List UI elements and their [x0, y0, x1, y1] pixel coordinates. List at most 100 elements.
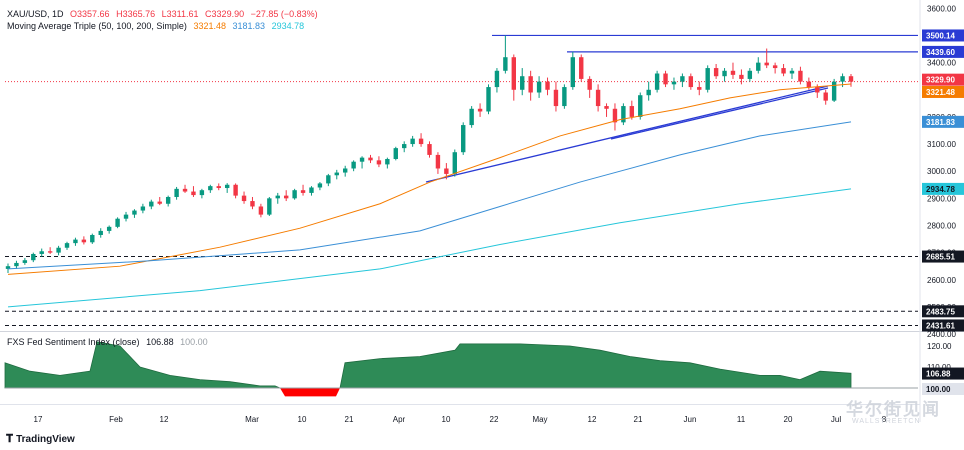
candle-body: [461, 125, 466, 153]
time-axis-label: 10: [442, 415, 451, 424]
badge-2483-text: 2483.75: [926, 307, 955, 316]
time-axis-label: May: [532, 415, 547, 424]
candle: [663, 70, 668, 88]
candle-body: [267, 198, 272, 215]
candle-body: [511, 57, 516, 90]
candle-body: [165, 196, 171, 204]
candle-body: [376, 160, 382, 165]
tradingview-logo[interactable]: 𝐓 TradingView: [6, 433, 75, 446]
candle: [756, 57, 761, 74]
candle: [233, 183, 238, 199]
sentiment-tick-label: 120.00: [927, 342, 952, 351]
candle-body: [680, 76, 685, 82]
candle: [283, 190, 289, 202]
tradingview-label: TradingView: [16, 434, 75, 445]
candle-body: [216, 186, 221, 189]
candle: [494, 68, 500, 93]
candle-body: [258, 206, 264, 215]
candle-body: [157, 201, 162, 204]
candle-body: [334, 172, 339, 176]
candle: [140, 203, 146, 214]
candle: [781, 63, 786, 77]
candle-body: [359, 157, 365, 162]
badge-2431-bg: [922, 319, 964, 332]
candle-body: [22, 260, 28, 263]
candle-body: [5, 266, 11, 269]
watermark-sub: WALLSTREETCN: [852, 418, 921, 425]
candle: [739, 69, 744, 85]
badge-sentiment-ref-bg: [922, 383, 964, 395]
candle-body: [545, 81, 550, 90]
candle-body: [140, 206, 146, 211]
badge-3439: 3439.60: [922, 45, 964, 58]
candle: [14, 260, 19, 269]
candle: [410, 135, 415, 147]
candle-body: [806, 81, 812, 88]
candle-body: [671, 81, 677, 85]
candle: [258, 203, 264, 218]
time-axis-label: 11: [737, 415, 746, 424]
candle-body: [503, 57, 508, 71]
candle-body: [81, 239, 87, 243]
price-tick-label: 2800.00: [927, 221, 956, 230]
candle-body: [283, 195, 289, 199]
badge-3500: 3500.14: [922, 29, 964, 42]
candle-body: [452, 152, 457, 174]
candle-body: [410, 138, 415, 145]
badge-3500-bg: [922, 29, 964, 42]
candle: [199, 188, 205, 199]
candle-body: [747, 70, 753, 79]
ohlc-close: C3329.90: [205, 9, 245, 19]
candle-body: [654, 73, 660, 90]
candle: [621, 103, 626, 126]
candle: [393, 146, 398, 161]
badge-ma50-text: 3321.48: [926, 88, 955, 97]
candle-body: [326, 175, 331, 184]
time-axis-label: 12: [588, 415, 597, 424]
candle: [81, 236, 87, 245]
candle-body: [815, 87, 820, 93]
sentiment-tick-label: 110.00: [927, 363, 951, 372]
candle-body: [722, 70, 727, 77]
candle-body: [444, 168, 449, 174]
time-axis-label: 22: [490, 415, 499, 424]
candle-body: [64, 243, 70, 248]
candle: [98, 228, 103, 238]
candle: [570, 51, 576, 90]
sentiment-area: [4, 341, 852, 389]
candle-body: [73, 239, 78, 244]
time-axis-label: 20: [784, 415, 793, 424]
candle: [503, 35, 508, 74]
ma-legend-title: Moving Average Triple (50, 100, 200, Sim…: [7, 21, 187, 31]
candle-body: [98, 230, 103, 235]
time-axis-label: Jul: [831, 415, 841, 424]
badge-2685: 2685.51: [922, 250, 964, 263]
candle: [149, 199, 154, 210]
candle: [823, 89, 828, 105]
candle-body: [275, 195, 280, 199]
candle: [705, 65, 710, 93]
candle-body: [520, 76, 525, 90]
tradingview-icon: 𝐓: [6, 433, 14, 445]
candle-body: [115, 218, 120, 227]
badge-last-price-text: 3329.90: [926, 76, 955, 85]
candle: [638, 92, 643, 120]
candle-body: [756, 62, 761, 71]
candle: [359, 156, 365, 169]
ohlc-high: H3365.76: [116, 9, 156, 19]
candle: [680, 73, 685, 88]
ohlc-change: −27.85 (−0.83%): [250, 9, 318, 19]
candle: [604, 103, 609, 117]
badge-2431: 2431.61: [922, 319, 964, 332]
sentiment-title: FXS Fed Sentiment Index (close): [7, 337, 140, 347]
candle: [165, 195, 171, 207]
time-axis-label: 21: [345, 415, 354, 424]
candle: [612, 103, 618, 131]
candle: [56, 245, 61, 256]
time-axis-label: Feb: [109, 415, 123, 424]
candle: [368, 154, 373, 164]
candle-body: [47, 251, 53, 253]
candle: [831, 78, 837, 102]
candle: [123, 211, 129, 222]
